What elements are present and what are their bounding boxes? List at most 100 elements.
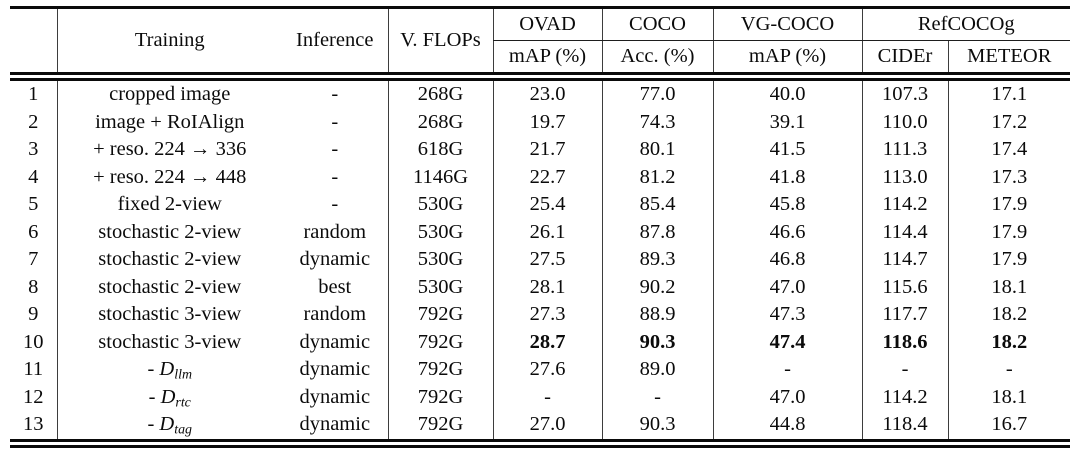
cell-ovad: 21.7 xyxy=(492,136,602,164)
cell-ovad: 28.7 xyxy=(492,328,602,356)
table-row: 5 fixed 2-view - 530G 25.4 85.4 45.8 114.2 17.9 xyxy=(10,191,1070,219)
cell-ovad: - xyxy=(492,383,602,411)
header-metric-row: mAP (%) Acc. (%) mAP (%) CIDEr METEOR xyxy=(10,40,1070,77)
cell-vflops: 792G xyxy=(387,356,493,384)
cell-inference: - xyxy=(331,193,339,215)
cell-meteor: 17.9 xyxy=(947,191,1070,219)
cell-training: stochastic 2-view xyxy=(56,218,282,246)
cell-vgcoco: 45.8 xyxy=(712,191,862,219)
cell-training: + reso. 224 → 336 xyxy=(56,136,282,164)
cell-ovad: 22.7 xyxy=(492,163,602,191)
cell-vflops: 792G xyxy=(387,411,493,443)
cell-training: - Drtc xyxy=(56,383,282,411)
cell-coco: 74.3 xyxy=(601,108,713,136)
cell-cider: 114.4 xyxy=(861,218,948,246)
cell-coco: 90.2 xyxy=(601,273,713,301)
cell-cider: 114.2 xyxy=(861,383,948,411)
cell-num: 6 xyxy=(28,220,39,243)
header-group-row: Training Inference V. FLOPs OVAD COCO VG… xyxy=(10,7,1070,77)
header-group-ovad: OVAD xyxy=(492,7,602,41)
cell-ovad: 27.6 xyxy=(492,356,602,384)
cell-meteor: 17.1 xyxy=(947,72,1070,109)
cell-cider: 113.0 xyxy=(861,163,948,191)
cell-vflops: 530G xyxy=(387,218,493,246)
cell-vflops: 1146G xyxy=(387,163,493,191)
cell-cider: 114.2 xyxy=(861,191,948,219)
cell-cider: 115.6 xyxy=(861,273,948,301)
table-row: 4 + reso. 224 → 448 - 1146G 22.7 81.2 41.8 113.… xyxy=(10,163,1070,191)
header-row-number xyxy=(10,8,57,77)
cell-cider: 111.3 xyxy=(861,136,948,164)
cell-vgcoco: 40.0 xyxy=(712,72,862,109)
cell-cider: 118.6 xyxy=(861,328,948,356)
cell-vgcoco: 47.4 xyxy=(712,328,862,356)
cell-inference: dynamic xyxy=(299,330,371,353)
table-row: 11- Dllm dynamic 792G 27.6 89.0- - - xyxy=(10,356,1070,384)
math-symbol: Dllm xyxy=(159,358,193,383)
cell-vflops: 530G xyxy=(387,273,493,301)
cell-vgcoco: 41.5 xyxy=(712,136,862,164)
header-coco-acc: Acc. (%) xyxy=(601,40,713,77)
cell-inference: best xyxy=(318,275,352,298)
cell-num: 7 xyxy=(28,248,39,270)
cell-num: 11 xyxy=(23,358,44,380)
header-group-vgcoco: VG-COCO xyxy=(712,7,862,41)
cell-training: stochastic 3-view xyxy=(56,328,282,356)
header-refcocog-cider: CIDEr xyxy=(861,40,948,77)
table-row: 3 + reso. 224 → 336 - 618G 21.7 80.1 41.5 111.3… xyxy=(10,136,1070,164)
cell-coco: 87.8 xyxy=(601,218,713,246)
cell-vflops: 792G xyxy=(387,328,493,356)
cell-inference: dynamic xyxy=(299,358,371,380)
table-row: 7 stochastic 2-view dynamic 530G 27.5 89.3 46.… xyxy=(10,246,1070,274)
cell-vflops: 792G xyxy=(387,383,493,411)
header-group-refcocog: RefCOCOg xyxy=(861,7,1070,41)
cell-ovad: 27.5 xyxy=(492,246,602,274)
cell-meteor: - xyxy=(947,356,1070,384)
cell-meteor: 16.7 xyxy=(947,411,1070,443)
cell-num: 12 xyxy=(23,385,44,408)
cell-training: fixed 2-view xyxy=(56,191,282,219)
cell-inference: random xyxy=(303,303,367,325)
cell-vflops: 268G xyxy=(387,72,493,109)
cell-meteor: 18.2 xyxy=(947,328,1070,356)
cell-vflops: 268G xyxy=(387,108,493,136)
table-row: 6 stochastic 2-view random 530G 26.1 87.8 46.6… xyxy=(10,218,1070,246)
header-vflops: V. FLOPs xyxy=(387,7,493,77)
cell-coco: 89.0 xyxy=(601,356,713,384)
cell-training: stochastic 2-view xyxy=(56,273,282,301)
cell-ovad: 25.4 xyxy=(492,191,602,219)
cell-training: stochastic 2-view xyxy=(56,246,282,274)
cell-training: - Dtag xyxy=(56,411,282,443)
cell-cider: 114.7 xyxy=(861,246,948,274)
header-group-coco: COCO xyxy=(601,7,713,41)
cell-coco: 85.4 xyxy=(601,191,713,219)
cell-cider: 107.3 xyxy=(861,72,948,109)
cell-meteor: 17.9 xyxy=(947,218,1070,246)
cell-cider: 110.0 xyxy=(861,108,948,136)
cell-inference: dynamic xyxy=(299,385,371,408)
cell-vgcoco: 41.8 xyxy=(712,163,862,191)
cell-num: 4 xyxy=(28,165,39,188)
cell-inference: - xyxy=(331,110,339,133)
cell-inference: dynamic xyxy=(299,413,371,435)
cell-ovad: 19.7 xyxy=(492,108,602,136)
cell-meteor: 18.2 xyxy=(947,301,1070,329)
cell-coco: 90.3 xyxy=(601,328,713,356)
cell-vflops: 530G xyxy=(387,246,493,274)
cell-meteor: 17.9 xyxy=(947,246,1070,274)
cell-training: image + RoIAlign xyxy=(56,108,282,136)
cell-num: 1 xyxy=(10,72,57,109)
cell-inference: - xyxy=(331,138,339,160)
cell-cider: 117.7 xyxy=(861,301,948,329)
cell-inference: dynamic xyxy=(299,248,371,270)
cell-meteor: 17.3 xyxy=(947,163,1070,191)
cell-vflops: 792G xyxy=(387,301,493,329)
cell-num: 13 xyxy=(23,413,44,435)
cell-coco: 89.3 xyxy=(601,246,713,274)
cell-training: + reso. 224 → 448 xyxy=(56,163,282,191)
cell-ovad: 23.0 xyxy=(492,72,602,109)
cell-coco: 80.1 xyxy=(601,136,713,164)
cell-meteor: 17.2 xyxy=(947,108,1070,136)
cell-inference: - xyxy=(282,72,388,109)
cell-vflops: 530G xyxy=(387,191,493,219)
